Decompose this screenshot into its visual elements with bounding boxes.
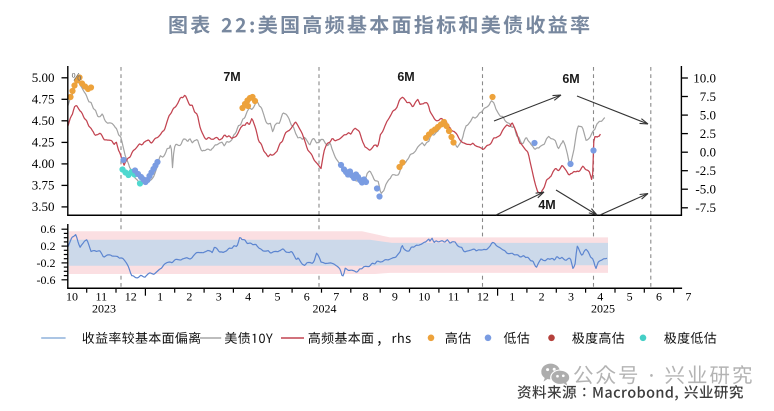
svg-text:11: 11 <box>448 290 460 304</box>
svg-text:4.25: 4.25 <box>32 135 55 150</box>
svg-text:10: 10 <box>418 290 430 304</box>
svg-text:12: 12 <box>125 290 137 304</box>
svg-text:4.50: 4.50 <box>32 113 55 128</box>
svg-text:0.2: 0.2 <box>41 239 56 253</box>
svg-text:4: 4 <box>245 290 251 304</box>
svg-text:5: 5 <box>275 290 281 304</box>
svg-text:%: % <box>72 72 82 84</box>
svg-text:2023: 2023 <box>92 302 116 316</box>
svg-text:4M: 4M <box>538 198 555 212</box>
svg-text:6: 6 <box>304 290 310 304</box>
svg-text:2025: 2025 <box>591 302 615 316</box>
svg-text:0.0: 0.0 <box>700 145 716 160</box>
svg-text:12: 12 <box>477 290 489 304</box>
svg-text:11: 11 <box>96 290 108 304</box>
svg-text:6M: 6M <box>397 70 414 84</box>
svg-text:3.75: 3.75 <box>32 178 55 193</box>
svg-text:7M: 7M <box>223 70 240 84</box>
svg-text:2024: 2024 <box>313 302 337 316</box>
svg-text:4.00: 4.00 <box>32 156 55 171</box>
svg-text:7.5: 7.5 <box>700 89 716 104</box>
svg-text:2: 2 <box>186 290 192 304</box>
svg-text:9: 9 <box>392 290 398 304</box>
svg-text:4.75: 4.75 <box>32 92 55 107</box>
svg-text:6: 6 <box>656 290 662 304</box>
svg-text:10.0: 10.0 <box>693 70 716 85</box>
svg-text:6M: 6M <box>562 72 579 86</box>
svg-text:3.50: 3.50 <box>32 199 55 214</box>
svg-text:3: 3 <box>568 290 574 304</box>
svg-text:1: 1 <box>509 290 515 304</box>
svg-text:-2.5: -2.5 <box>695 163 716 178</box>
svg-text:1: 1 <box>157 290 163 304</box>
svg-text:-0.6: -0.6 <box>37 273 56 287</box>
svg-text:5.0: 5.0 <box>700 107 716 122</box>
svg-text:3: 3 <box>216 290 222 304</box>
svg-text:5.00: 5.00 <box>32 70 55 85</box>
svg-text:-5.0: -5.0 <box>695 182 716 197</box>
svg-text:5: 5 <box>627 290 633 304</box>
svg-text:2: 2 <box>539 290 545 304</box>
svg-text:8: 8 <box>363 290 369 304</box>
svg-text:-7.5: -7.5 <box>695 200 716 215</box>
svg-text:7: 7 <box>333 290 339 304</box>
svg-text:2.5: 2.5 <box>700 126 716 141</box>
svg-text:-0.2: -0.2 <box>37 256 56 270</box>
svg-text:10: 10 <box>66 290 78 304</box>
svg-text:4: 4 <box>597 290 603 304</box>
svg-text:0.6: 0.6 <box>41 222 56 236</box>
svg-text:7: 7 <box>685 290 691 304</box>
